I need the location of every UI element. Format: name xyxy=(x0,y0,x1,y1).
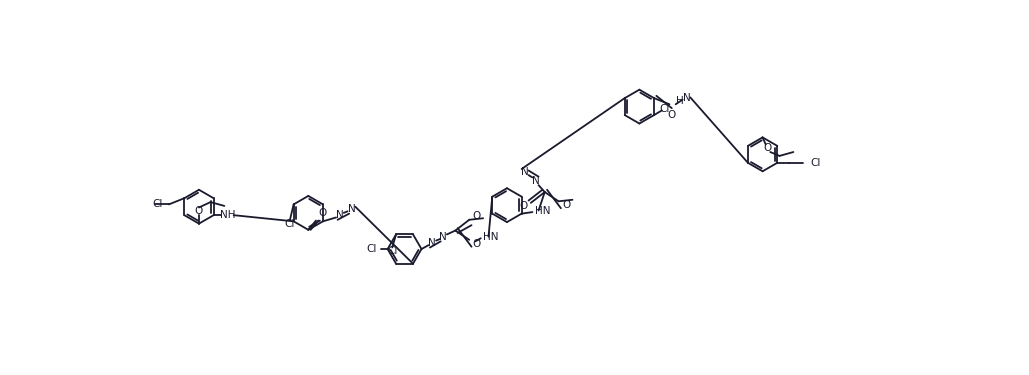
Text: N: N xyxy=(682,93,690,103)
Text: Cl: Cl xyxy=(387,246,397,256)
Text: HN: HN xyxy=(535,206,551,216)
Text: N: N xyxy=(521,167,529,177)
Text: Cl: Cl xyxy=(811,158,821,168)
Text: NH: NH xyxy=(220,210,236,220)
Text: N: N xyxy=(532,176,539,186)
Text: Cl: Cl xyxy=(366,244,377,254)
Text: O: O xyxy=(318,208,326,218)
Text: N: N xyxy=(348,204,355,214)
Text: H: H xyxy=(676,96,684,106)
Text: O: O xyxy=(194,206,203,216)
Text: O: O xyxy=(472,211,481,221)
Text: N: N xyxy=(428,238,436,248)
Text: HN: HN xyxy=(483,232,499,242)
Text: Cl: Cl xyxy=(285,219,295,230)
Text: O: O xyxy=(472,238,481,249)
Text: O: O xyxy=(519,201,527,211)
Text: N: N xyxy=(439,232,447,242)
Text: Cl: Cl xyxy=(660,104,670,114)
Text: O: O xyxy=(562,200,570,210)
Text: O: O xyxy=(667,110,675,120)
Text: Cl: Cl xyxy=(152,200,163,209)
Text: N: N xyxy=(336,210,344,220)
Text: O: O xyxy=(764,143,772,153)
